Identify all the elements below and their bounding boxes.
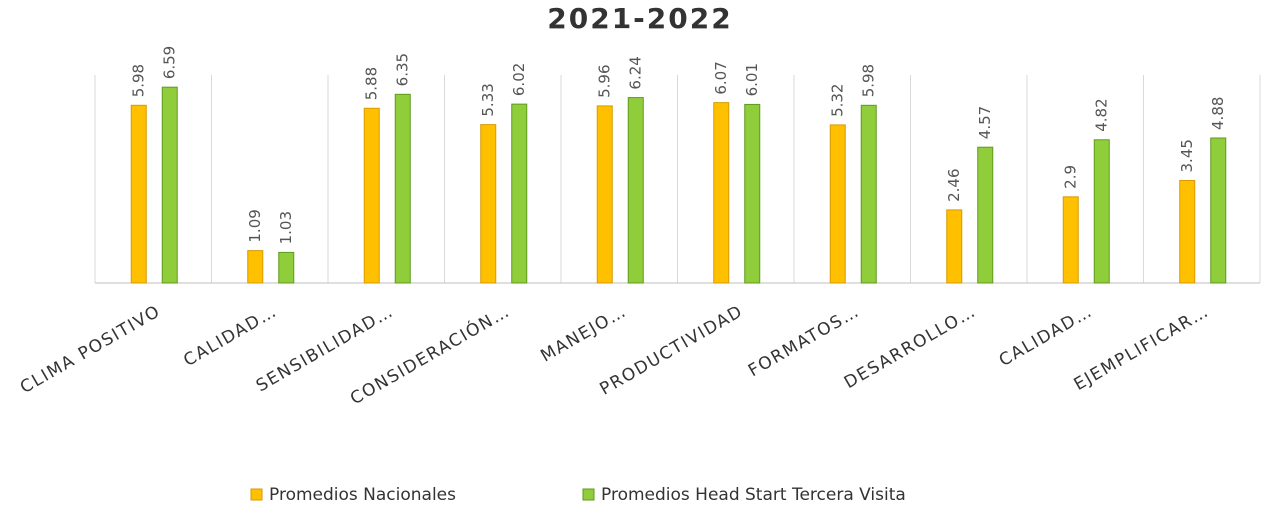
bar bbox=[977, 146, 994, 284]
value-label: 5.33 bbox=[479, 83, 497, 116]
value-label: 6.59 bbox=[161, 46, 179, 79]
value-label: 5.88 bbox=[363, 67, 381, 100]
value-label: 1.09 bbox=[246, 209, 264, 242]
legend-label: Promedios Nacionales bbox=[269, 485, 456, 505]
value-label: 5.32 bbox=[829, 84, 847, 117]
bar bbox=[480, 124, 497, 284]
bar bbox=[860, 104, 877, 284]
bar bbox=[1062, 196, 1079, 284]
bar bbox=[1093, 139, 1110, 284]
value-label: 2.46 bbox=[945, 168, 963, 201]
bar bbox=[1179, 179, 1196, 284]
bar bbox=[946, 209, 963, 284]
legend-label: Promedios Head Start Tercera Visita bbox=[601, 485, 906, 505]
x-tick-label: DESARROLLO… bbox=[841, 301, 980, 393]
value-label: 6.24 bbox=[627, 56, 645, 89]
value-label: 4.82 bbox=[1093, 98, 1111, 131]
legend-swatch bbox=[582, 488, 595, 501]
bar bbox=[627, 97, 644, 284]
value-label: 4.57 bbox=[976, 106, 994, 139]
value-label: 6.35 bbox=[394, 53, 412, 86]
value-label: 5.96 bbox=[596, 64, 614, 97]
x-tick-label: CALIDAD… bbox=[180, 301, 280, 371]
bar bbox=[511, 103, 528, 284]
x-tick-label: MANEJO… bbox=[537, 301, 630, 366]
bar bbox=[713, 102, 730, 284]
value-label: 3.45 bbox=[1178, 139, 1196, 172]
bar bbox=[161, 86, 178, 284]
value-label: 6.07 bbox=[712, 61, 730, 94]
value-label: 5.98 bbox=[130, 64, 148, 97]
bar bbox=[363, 107, 380, 284]
bar bbox=[596, 105, 613, 284]
legend-swatch bbox=[250, 488, 263, 501]
bar bbox=[744, 103, 761, 284]
value-label: 6.01 bbox=[743, 63, 761, 96]
x-tick-label: FORMATOS… bbox=[745, 301, 863, 381]
bar bbox=[247, 250, 264, 284]
x-tick-label: CLIMA POSITIVO bbox=[17, 301, 164, 398]
bar bbox=[130, 104, 147, 284]
x-tick-label: CALIDAD… bbox=[996, 301, 1096, 371]
value-label: 6.02 bbox=[510, 63, 528, 96]
value-label: 4.88 bbox=[1209, 97, 1227, 130]
bar bbox=[278, 251, 295, 284]
value-label: 5.98 bbox=[860, 64, 878, 97]
bar bbox=[829, 124, 846, 284]
value-label: 1.03 bbox=[277, 211, 295, 244]
bar bbox=[394, 93, 411, 284]
chart-title: 2021-2022 bbox=[547, 2, 732, 35]
value-label: 2.9 bbox=[1062, 165, 1080, 189]
bar bbox=[1210, 137, 1227, 284]
